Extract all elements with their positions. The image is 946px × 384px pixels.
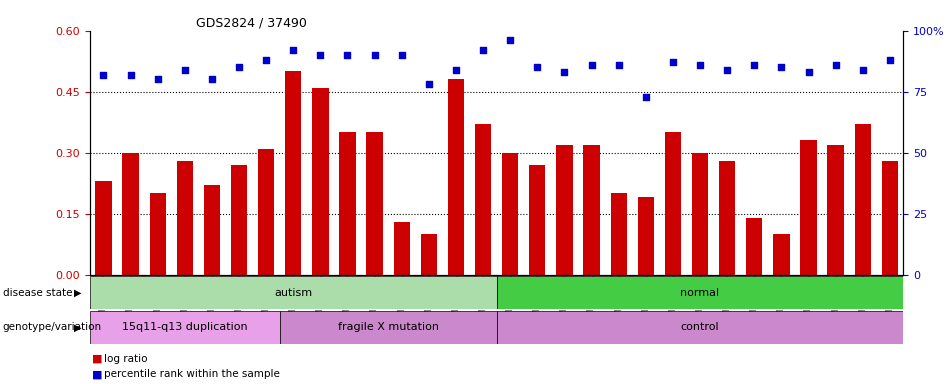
Bar — [529, 165, 546, 275]
Bar — [421, 234, 437, 275]
Text: log ratio: log ratio — [104, 354, 148, 364]
Point — [286, 47, 301, 53]
Point — [611, 62, 626, 68]
Point — [123, 71, 138, 78]
Bar — [231, 165, 247, 275]
Bar — [502, 152, 518, 275]
Point — [96, 71, 111, 78]
Bar — [556, 144, 572, 275]
Point — [258, 57, 273, 63]
Text: ■: ■ — [92, 369, 102, 379]
Bar — [280, 311, 497, 344]
Point — [340, 52, 355, 58]
Bar — [366, 132, 383, 275]
Point — [367, 52, 382, 58]
Bar — [149, 193, 166, 275]
Point — [774, 64, 789, 70]
Text: ■: ■ — [92, 354, 102, 364]
Bar — [475, 124, 491, 275]
Bar — [773, 234, 790, 275]
Bar — [746, 218, 762, 275]
Bar — [719, 161, 735, 275]
Point — [204, 76, 219, 83]
Point — [584, 62, 599, 68]
Point — [421, 81, 436, 88]
Bar — [285, 71, 302, 275]
Text: ▶: ▶ — [74, 322, 81, 333]
Bar — [122, 152, 139, 275]
Text: genotype/variation: genotype/variation — [3, 322, 102, 333]
Bar — [394, 222, 410, 275]
Text: 15q11-q13 duplication: 15q11-q13 duplication — [122, 322, 248, 333]
Point — [530, 64, 545, 70]
Text: fragile X mutation: fragile X mutation — [338, 322, 439, 333]
Point — [692, 62, 708, 68]
Bar — [497, 276, 903, 309]
Point — [448, 67, 464, 73]
Bar — [584, 144, 600, 275]
Bar — [497, 311, 903, 344]
Bar — [610, 193, 627, 275]
Text: autism: autism — [274, 288, 312, 298]
Point — [557, 69, 572, 75]
Bar — [90, 311, 280, 344]
Point — [883, 57, 898, 63]
Bar — [692, 152, 709, 275]
Text: normal: normal — [680, 288, 720, 298]
Point — [394, 52, 410, 58]
Bar — [312, 88, 328, 275]
Point — [502, 37, 517, 43]
Bar — [177, 161, 193, 275]
Point — [746, 62, 762, 68]
Point — [232, 64, 247, 70]
Bar — [882, 161, 898, 275]
Bar — [96, 181, 112, 275]
Point — [150, 76, 166, 83]
Point — [313, 52, 328, 58]
Text: ▶: ▶ — [74, 288, 81, 298]
Text: GDS2824 / 37490: GDS2824 / 37490 — [196, 17, 307, 30]
Bar — [800, 141, 816, 275]
Point — [801, 69, 816, 75]
Bar — [258, 149, 274, 275]
Bar — [638, 197, 654, 275]
Bar — [854, 124, 871, 275]
Bar — [203, 185, 220, 275]
Text: percentile rank within the sample: percentile rank within the sample — [104, 369, 280, 379]
Text: control: control — [681, 322, 719, 333]
Point — [476, 47, 491, 53]
Point — [665, 60, 680, 66]
Point — [828, 62, 843, 68]
Bar — [447, 79, 464, 275]
Point — [639, 93, 654, 99]
Bar — [340, 132, 356, 275]
Text: disease state: disease state — [3, 288, 72, 298]
Point — [177, 67, 192, 73]
Bar — [828, 144, 844, 275]
Point — [855, 67, 870, 73]
Bar — [90, 276, 497, 309]
Point — [720, 67, 735, 73]
Bar — [665, 132, 681, 275]
